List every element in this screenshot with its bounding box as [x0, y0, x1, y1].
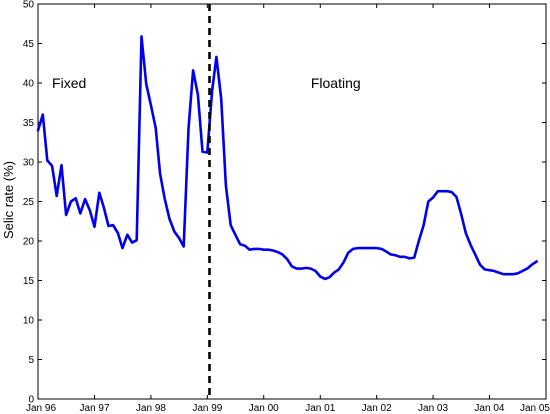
x-tick-label: Jan 98	[136, 403, 166, 414]
x-tick-label: Jan 02	[362, 403, 392, 414]
y-tick-label: 0	[28, 395, 34, 406]
series-layer	[36, 35, 538, 281]
x-tick-label: Jan 04	[474, 403, 504, 414]
plot-frame	[37, 3, 547, 400]
y-tick-label: 50	[23, 0, 35, 11]
x-tick-label: Jan 01	[305, 403, 335, 414]
y-tick-label: 40	[23, 79, 35, 90]
y-tick-label: 30	[23, 158, 35, 169]
x-tick-label: Jan 96	[26, 403, 56, 414]
y-tick-label: 20	[23, 237, 35, 248]
x-tick-label: Jan 99	[192, 403, 222, 414]
x-axis-ticks: Jan 96 Jan 97 Jan 98 Jan 99 Jan 00 Jan 01 Jan …	[26, 4, 550, 414]
plot-border	[37, 3, 547, 400]
x-tick-label: Jan 97	[80, 403, 110, 414]
series-line-0	[36, 35, 538, 281]
y-tick-label: 15	[23, 276, 35, 287]
y-axis-label: Selic rate (%)	[1, 161, 16, 239]
annotation-floating: Floating	[311, 75, 361, 91]
y-tick-label: 25	[23, 197, 35, 208]
annotation-fixed: Fixed	[52, 75, 86, 91]
y-axis-ticks: 0 5 10 15 20 25 30 35 40 45 50	[23, 0, 546, 406]
annotation-layer: Fixed Floating	[52, 75, 361, 91]
x-tick-label: Jan 00	[249, 403, 279, 414]
y-tick-label: 45	[23, 39, 35, 50]
x-tick-label: Jan 05	[520, 403, 550, 414]
y-tick-label: 5	[28, 355, 34, 366]
y-tick-label: 10	[23, 316, 35, 327]
x-tick-label: Jan 03	[418, 403, 448, 414]
y-tick-label: 35	[23, 118, 35, 129]
